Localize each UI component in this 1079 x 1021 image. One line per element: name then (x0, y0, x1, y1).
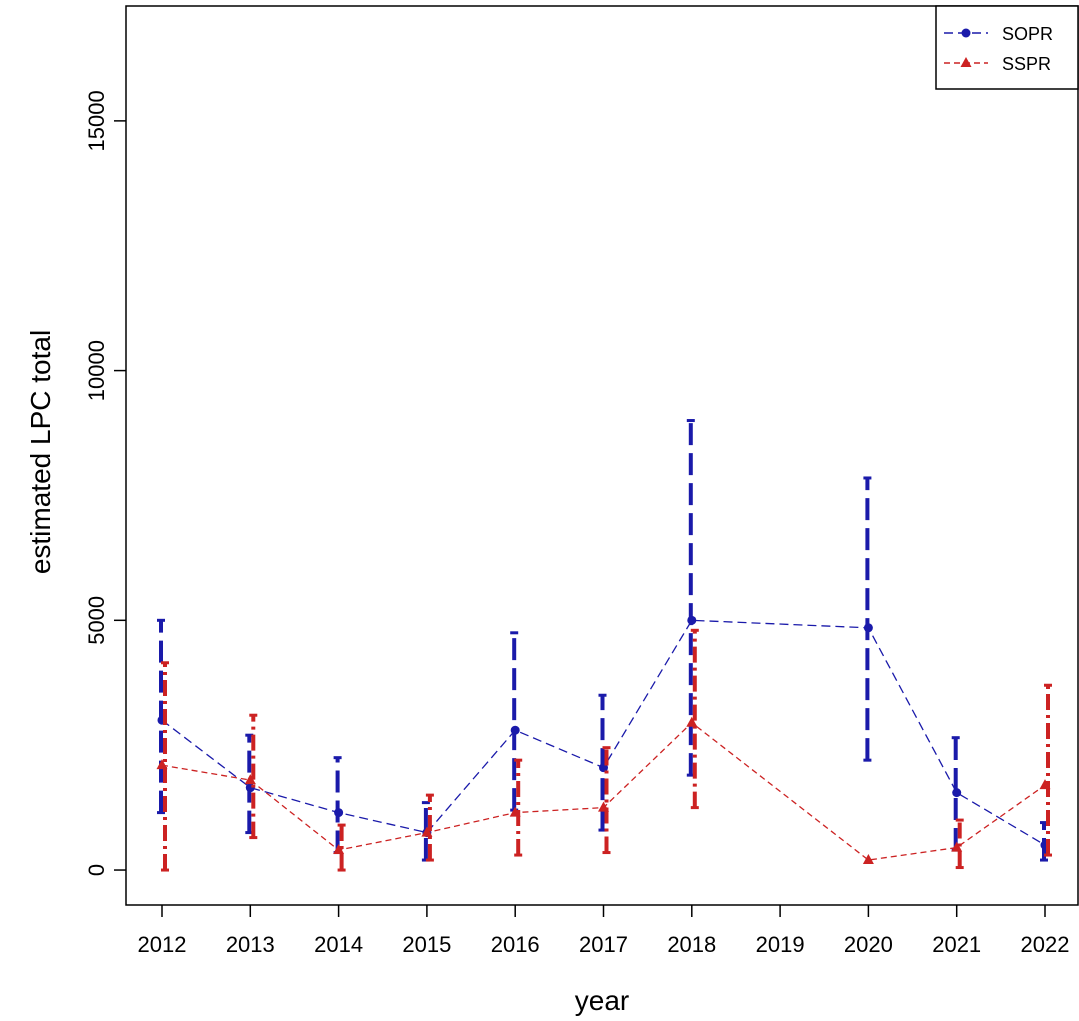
data-point-sspr (686, 716, 698, 727)
series-layer (156, 419, 1052, 872)
data-point-sopr (510, 725, 520, 735)
x-tick-label: 2018 (667, 932, 716, 957)
legend: SOPR SSPR (935, 5, 1079, 90)
x-tick-label: 2016 (491, 932, 540, 957)
data-point-sspr (598, 801, 609, 812)
data-point-sspr (509, 806, 521, 817)
x-axis-title: year (575, 985, 629, 1016)
legend-marker-sspr (960, 57, 972, 67)
plot-frame (125, 5, 1079, 906)
x-axis: 2012 2013 2014 2015 2016 2017 2018 2019 2020 2021… (138, 905, 1070, 957)
x-tick-label: 2015 (402, 932, 451, 957)
x-tick-label: 2017 (579, 932, 628, 957)
data-point-sspr (421, 826, 433, 837)
data-point-sspr (1039, 779, 1051, 790)
x-tick-label: 2012 (138, 932, 187, 957)
data-point-sspr (244, 774, 256, 785)
series-line-sopr (161, 619, 1046, 846)
x-tick-label: 2022 (1021, 932, 1070, 957)
legend-marker-sopr (961, 28, 971, 38)
legend-label-sspr: SSPR (1002, 54, 1051, 74)
x-tick-label: 2021 (932, 932, 981, 957)
data-point-sopr (334, 808, 344, 818)
series-line-sspr (161, 721, 1046, 861)
x-tick-label: 2020 (844, 932, 893, 957)
y-tick-label: 5000 (84, 596, 109, 645)
plot-border (125, 5, 1079, 906)
y-tick-label: 10000 (84, 340, 109, 401)
data-point-sspr (333, 844, 345, 855)
x-tick-label: 2013 (226, 932, 275, 957)
data-point-sspr (156, 759, 168, 770)
data-point-sopr (952, 788, 962, 798)
y-tick-label: 15000 (84, 90, 109, 151)
data-point-sopr (863, 623, 873, 633)
x-tick-label: 2014 (314, 932, 363, 957)
y-tick-label: 0 (84, 864, 109, 876)
data-point-sopr (687, 615, 697, 625)
legend-label-sopr: SOPR (1002, 24, 1053, 44)
series-sspr (156, 628, 1052, 872)
legend-box (935, 5, 1079, 90)
y-axis: 0 5000 10000 15000 (84, 90, 126, 876)
x-tick-label: 2019 (756, 932, 805, 957)
data-point-sspr (951, 841, 963, 852)
y-axis-title: estimated LPC total (25, 330, 56, 574)
data-point-sopr (245, 783, 255, 793)
series-sopr (157, 419, 1050, 862)
data-point-sspr (862, 854, 874, 865)
